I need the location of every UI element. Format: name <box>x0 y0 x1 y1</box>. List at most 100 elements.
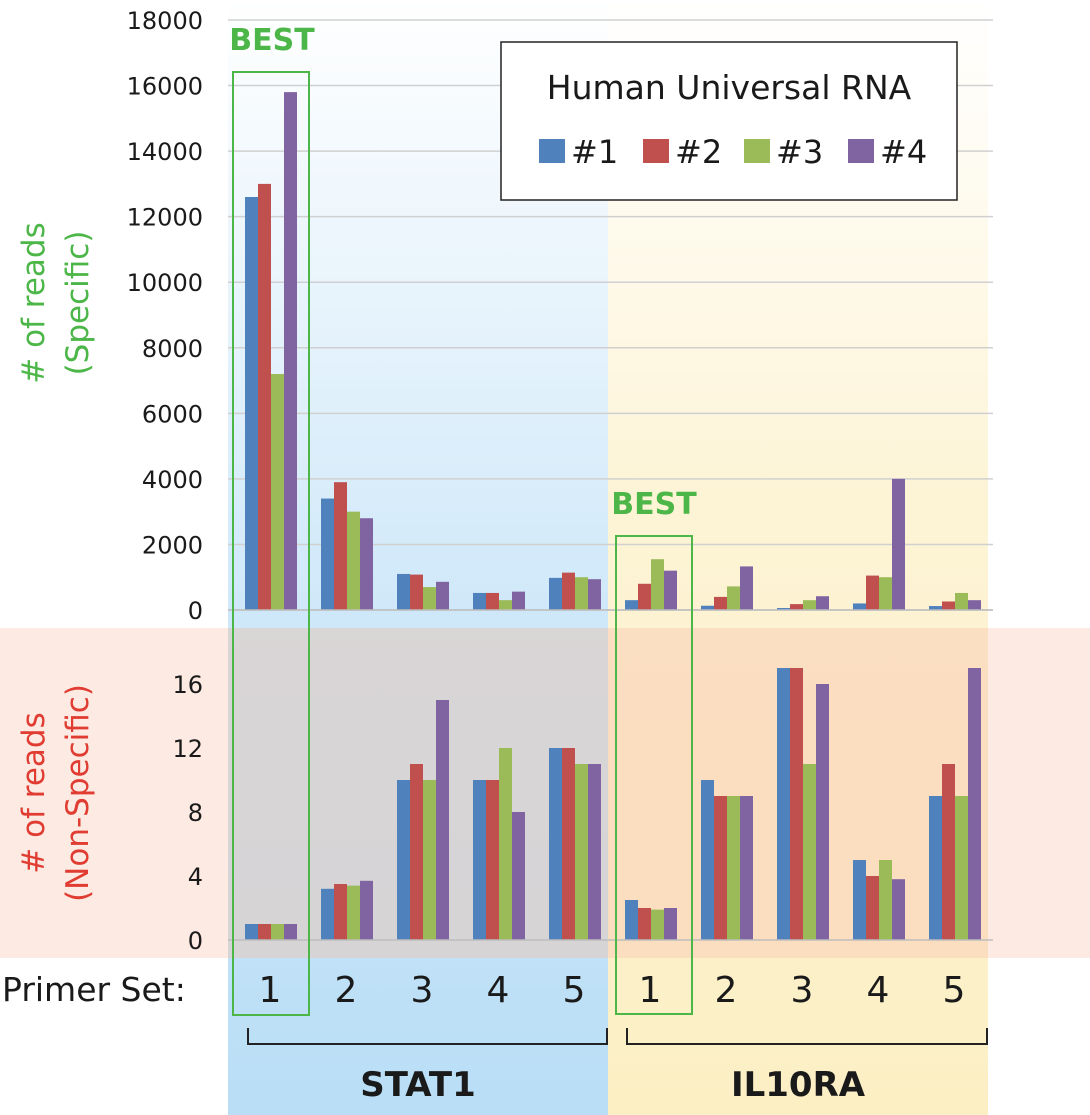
legend-entry-label: #3 <box>776 133 823 171</box>
bar-non-specific-set4-series2 <box>486 780 499 940</box>
bar-non-specific-set6-series3 <box>651 909 664 940</box>
bar-non-specific-set8-series1 <box>777 668 790 940</box>
y-tick-label: 2000 <box>142 531 203 559</box>
bar-non-specific-set2-series1 <box>321 888 334 940</box>
bar-non-specific-set6-series2 <box>638 908 651 940</box>
y-tick-label: 16 <box>172 671 203 699</box>
bar-non-specific-set3-series4 <box>436 700 449 940</box>
y-tick-label: 8000 <box>142 335 203 363</box>
bar-specific-set7-series2 <box>714 596 727 610</box>
x-tick-label: 1 <box>259 970 282 1011</box>
bar-specific-set5-series1 <box>549 577 562 610</box>
y-tick-label: 10000 <box>127 269 203 297</box>
bar-specific-set2-series4 <box>360 518 373 610</box>
bar-specific-set2-series2 <box>334 482 347 610</box>
y-tick-label: 6000 <box>142 400 203 428</box>
best-highlight-box <box>615 535 693 1015</box>
bar-specific-set3-series4 <box>436 581 449 610</box>
bar-non-specific-set4-series3 <box>499 748 512 940</box>
group-label-stat1: STAT1 <box>360 1065 476 1105</box>
bar-specific-set1-series3 <box>271 374 284 610</box>
x-tick-label: 2 <box>715 970 738 1011</box>
bar-specific-set4-series3 <box>499 600 512 610</box>
legend-title: Human Universal RNA <box>547 68 912 107</box>
bar-specific-set8-series1 <box>777 608 790 610</box>
bar-non-specific-set10-series3 <box>955 796 968 940</box>
bar-non-specific-set2-series3 <box>347 885 360 940</box>
bar-specific-set5-series3 <box>575 577 588 610</box>
y-tick-label: 16000 <box>127 73 203 101</box>
bar-specific-set1-series2 <box>258 183 271 610</box>
y-tick-label: 0 <box>188 597 203 625</box>
x-tick-label: 1 <box>639 970 662 1011</box>
best-label: BEST <box>611 487 697 522</box>
bar-specific-set8-series4 <box>816 596 829 610</box>
bar-non-specific-set7-series2 <box>714 796 727 940</box>
bar-specific-set6-series4 <box>664 570 677 610</box>
bar-specific-set4-series1 <box>473 592 486 610</box>
bar-non-specific-set3-series1 <box>397 780 410 940</box>
legend-swatch-3 <box>744 139 770 163</box>
bar-non-specific-set1-series2 <box>258 924 271 940</box>
legend: Human Universal RNA #1 #2 #3 #4 <box>500 41 958 201</box>
x-tick-label: 4 <box>867 970 890 1011</box>
bar-specific-set6-series2 <box>638 583 651 610</box>
y-tick-label: 14000 <box>127 138 203 166</box>
bar-specific-set10-series2 <box>942 601 955 610</box>
bar-specific-set9-series4 <box>892 478 905 610</box>
bar-non-specific-set1-series4 <box>284 924 297 940</box>
legend-entry-label: #1 <box>571 133 618 171</box>
bar-non-specific-set3-series2 <box>410 764 423 940</box>
bar-specific-set3-series2 <box>410 574 423 610</box>
bar-specific-set1-series4 <box>284 92 297 611</box>
bar-specific-set10-series1 <box>929 606 942 610</box>
x-tick-label: 3 <box>411 970 434 1011</box>
x-axis-title: Primer Set: <box>2 970 186 1009</box>
bar-specific-set5-series2 <box>562 572 575 610</box>
bar-specific-set5-series4 <box>588 579 601 610</box>
bar-specific-set6-series3 <box>651 559 664 610</box>
bar-non-specific-set4-series4 <box>512 812 525 940</box>
bar-non-specific-set1-series3 <box>271 924 284 940</box>
legend-swatch-2 <box>643 139 669 163</box>
legend-box <box>500 41 958 201</box>
bar-non-specific-set5-series4 <box>588 764 601 940</box>
y-tick-label: 8 <box>188 799 203 827</box>
y-axis-title-specific-line2: (Specific) <box>60 231 96 376</box>
bar-specific-set9-series1 <box>853 603 866 610</box>
legend-swatch-1 <box>539 139 565 163</box>
y-tick-label: 12 <box>172 735 203 763</box>
bar-specific-set10-series3 <box>955 592 968 610</box>
bar-non-specific-set4-series1 <box>473 780 486 940</box>
bar-specific-set9-series2 <box>866 575 879 610</box>
bar-non-specific-set5-series3 <box>575 764 588 940</box>
y-tick-label: 0 <box>188 927 203 955</box>
group-label-il10ra: IL10RA <box>731 1065 866 1105</box>
bar-non-specific-set9-series1 <box>853 860 866 940</box>
bar-specific-set10-series4 <box>968 600 981 610</box>
bar-non-specific-set1-series1 <box>245 924 258 940</box>
x-tick-label: 5 <box>563 970 586 1011</box>
bar-non-specific-set9-series4 <box>892 879 905 940</box>
bar-specific-set4-series4 <box>512 591 525 610</box>
bar-specific-set3-series1 <box>397 573 410 610</box>
annotations: BEST BEST <box>229 23 697 1016</box>
bar-non-specific-set7-series3 <box>727 796 740 940</box>
legend-entry-label: #2 <box>675 133 722 171</box>
il10ra-bracket <box>626 1028 988 1045</box>
y-tick-label: 18000 <box>127 7 203 35</box>
y-axis-title-specific-line1: # of reads <box>16 222 52 384</box>
bar-non-specific-set9-series2 <box>866 876 879 940</box>
stat1-bracket <box>247 1028 608 1045</box>
legend-entry-label: #4 <box>880 133 927 171</box>
bar-non-specific-set6-series4 <box>664 908 677 940</box>
best-highlight-box <box>232 71 310 1016</box>
x-tick-label: 5 <box>943 970 966 1011</box>
non-specific-band <box>0 628 1090 958</box>
bar-non-specific-set8-series4 <box>816 684 829 940</box>
bar-specific-set7-series1 <box>701 605 714 610</box>
best-label: BEST <box>229 23 315 58</box>
axes: 0200040006000800010000120001400016000180… <box>127 7 993 1011</box>
bar-specific-set3-series3 <box>423 587 436 610</box>
